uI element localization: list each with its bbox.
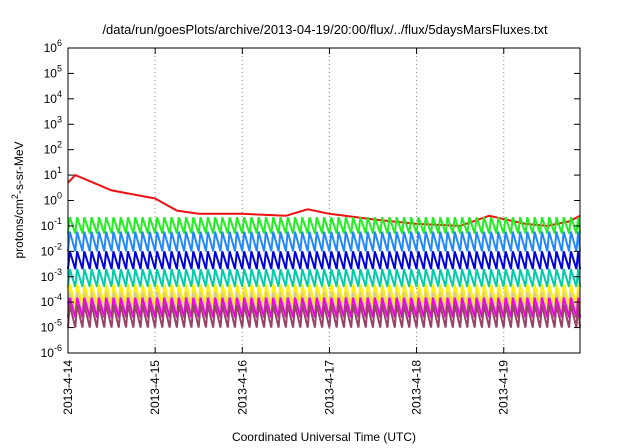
series-line-8: [67, 304, 581, 328]
y-tick-label: 10-4: [41, 292, 62, 309]
y-tick-label: 104: [44, 89, 62, 106]
ylabel-part-2: -s-sr-MeV: [12, 141, 26, 194]
y-tick-exp: 4: [57, 89, 62, 99]
series-line-2: [67, 231, 581, 252]
y-tick-base: 10: [41, 270, 55, 284]
y-tick-label: 100: [44, 191, 62, 208]
x-tick-label-2: 2013-4-16: [235, 360, 249, 415]
y-tick-label: 106: [44, 38, 62, 55]
series-group: [67, 173, 581, 328]
y-tick-base: 10: [41, 295, 55, 309]
y-tick-exp: 5: [57, 63, 62, 73]
y-tick-exp: -6: [54, 343, 62, 353]
series-line-4: [67, 268, 581, 288]
y-tick-exp: 2: [57, 140, 62, 150]
y-tick-exp: -2: [54, 241, 62, 251]
y-tick-exp: 6: [57, 38, 62, 48]
y-tick-exp: -3: [54, 267, 62, 277]
y-tick-base: 10: [44, 41, 58, 55]
y-tick-exp: 1: [57, 165, 62, 175]
y-tick-label: 10-3: [41, 267, 62, 284]
y-tick-label: 10-5: [41, 318, 62, 335]
y-tick-label: 10-6: [41, 343, 62, 360]
series-line-1: [67, 216, 581, 234]
y-tick-label: 101: [44, 165, 62, 182]
x-axis-label: Coordinated Universal Time (UTC): [232, 430, 416, 444]
x-tick-label-0: 2013-4-14: [61, 360, 75, 415]
chart-title: /data/run/goesPlots/archive/2013-04-19/2…: [102, 22, 548, 37]
y-tick-label: 102: [44, 140, 62, 157]
y-tick-base: 10: [44, 117, 58, 131]
y-tick-label: 10-2: [41, 241, 62, 258]
y-tick-label: 10-1: [41, 216, 62, 233]
y-tick-base: 10: [41, 244, 55, 258]
x-tick-label-3: 2013-4-17: [322, 360, 336, 415]
y-tick-base: 10: [44, 66, 58, 80]
y-tick-base: 10: [41, 321, 55, 335]
y-axis: 10-610-510-410-310-210-11001011021031041…: [41, 38, 580, 360]
series-line-3: [67, 251, 581, 270]
ylabel-superscript: 2: [10, 194, 20, 199]
x-axis: 2013-4-14 2013-4-15 2013-4-16 2013-4-17 2013…: [61, 48, 511, 415]
y-tick-base: 10: [44, 143, 58, 157]
y-tick-base: 10: [41, 346, 55, 360]
y-tick-label: 103: [44, 114, 62, 131]
y-tick-exp: 0: [57, 191, 62, 201]
y-axis-label: protons/cm2-s-sr-MeV: [10, 141, 26, 258]
y-tick-base: 10: [44, 92, 58, 106]
y-tick-exp: -1: [54, 216, 62, 226]
y-tick-base: 10: [44, 194, 58, 208]
y-tick-base: 10: [41, 219, 55, 233]
y-tick-exp: -5: [54, 318, 62, 328]
y-tick-exp: -4: [54, 292, 62, 302]
x-tick-label-1: 2013-4-15: [148, 360, 162, 415]
y-tick-label: 105: [44, 63, 62, 80]
x-tick-label-5: 2013-4-19: [497, 360, 511, 415]
grid: [154, 48, 505, 353]
y-tick-exp: 3: [57, 114, 62, 124]
x-tick-label-4: 2013-4-18: [410, 360, 424, 415]
y-tick-base: 10: [44, 168, 58, 182]
ylabel-part-1: protons/cm: [12, 199, 26, 258]
